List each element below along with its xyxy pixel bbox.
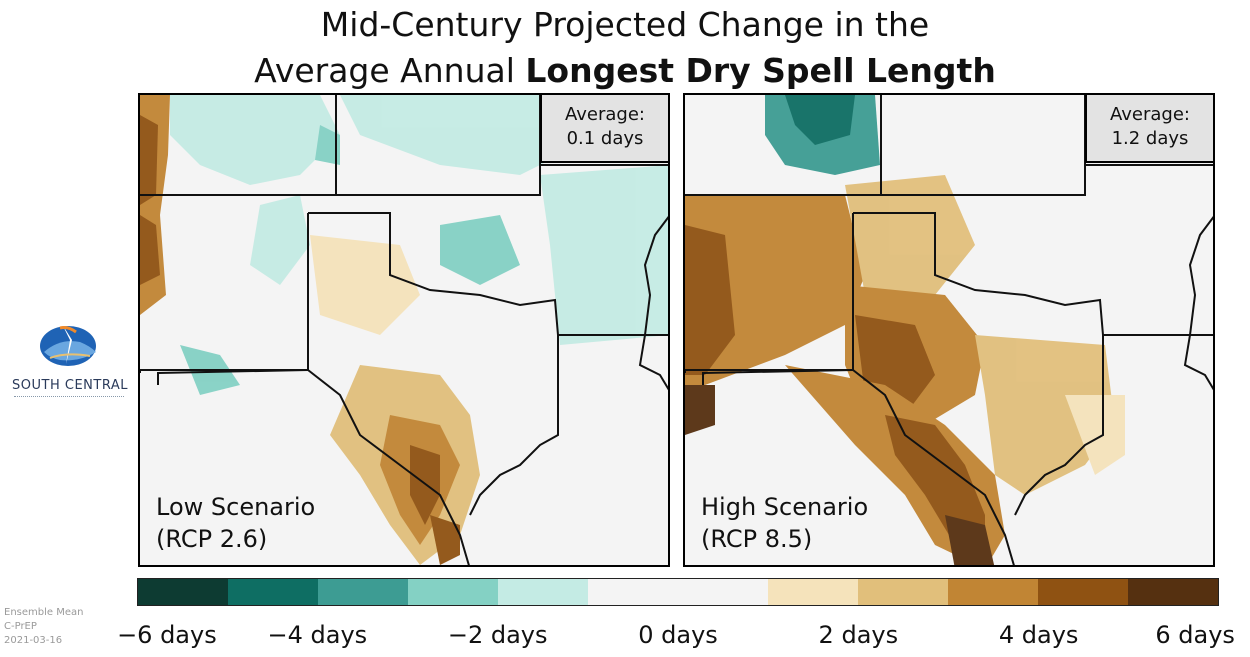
metadata: Ensemble Mean C-PrEP 2021-03-16	[4, 606, 83, 648]
average-label: Average:	[565, 104, 645, 125]
average-value: 0.1 days	[566, 128, 644, 149]
map-panel-high: Average: 1.2 days High Scenario (RCP 8.5…	[683, 93, 1215, 567]
title-line-1: Mid-Century Projected Change in the	[320, 5, 930, 44]
colorbar-tick-label-0: −6 days	[117, 621, 217, 649]
map-panel-low: Average: 0.1 days Low Scenario (RCP 2.6)	[138, 93, 670, 567]
colorbar-swatch-9	[948, 579, 1038, 605]
average-box: Average: 0.1 days	[540, 95, 668, 163]
colorbar-tick-label-1: −4 days	[267, 621, 368, 649]
colorbar-tick-label-2: −2 days	[447, 621, 548, 649]
title-line-2-prefix: Average Annual	[254, 51, 526, 90]
scenario-label: Low Scenario (RCP 2.6)	[156, 491, 315, 555]
colorbar	[137, 578, 1219, 606]
logo-text: SOUTH CENTRAL	[12, 378, 128, 393]
meta-source: C-PrEP	[4, 621, 37, 632]
colorbar-swatch-5	[588, 579, 678, 605]
chart-title: Mid-Century Projected Change in the Aver…	[0, 2, 1250, 94]
colorbar-swatch-6	[678, 579, 768, 605]
colorbar-tick-label-5: 4 days	[998, 621, 1079, 649]
meta-date: 2021-03-16	[4, 635, 63, 646]
colorbar-swatch-10	[1038, 579, 1128, 605]
average-label: Average:	[1110, 104, 1190, 125]
colorbar-swatch-7	[768, 579, 858, 605]
average-box: Average: 1.2 days	[1085, 95, 1213, 163]
colorbar-swatch-4	[498, 579, 588, 605]
colorbar-tick-label-3: 0 days	[638, 621, 718, 649]
title-line-2-bold: Longest Dry Spell Length	[525, 51, 996, 90]
colorbar-tick-label-6: 6 days	[1155, 621, 1235, 649]
colorbar-swatch-2	[318, 579, 408, 605]
colorbar-swatch-11	[1128, 579, 1218, 605]
colorbar-swatch-8	[858, 579, 948, 605]
scenario-rcp: (RCP 2.6)	[156, 525, 268, 553]
scenario-rcp: (RCP 8.5)	[701, 525, 813, 553]
logo-subtitle-divider	[14, 396, 124, 399]
scenario-name: Low Scenario	[156, 493, 316, 521]
average-value: 1.2 days	[1111, 128, 1189, 149]
colorbar-swatch-3	[408, 579, 498, 605]
title-line-2: Average Annual Longest Dry Spell Length	[0, 48, 1250, 94]
colorbar-tick-label-4: 2 days	[818, 621, 899, 649]
colorbar-swatch-1	[228, 579, 318, 605]
scenario-label: High Scenario (RCP 8.5)	[701, 491, 868, 555]
climate-center-logo-icon	[40, 324, 96, 366]
meta-ensemble: Ensemble Mean	[4, 607, 84, 618]
colorbar-swatch-0	[138, 579, 228, 605]
scenario-name: High Scenario	[701, 493, 869, 521]
map-low	[140, 95, 668, 565]
map-high	[685, 95, 1213, 565]
